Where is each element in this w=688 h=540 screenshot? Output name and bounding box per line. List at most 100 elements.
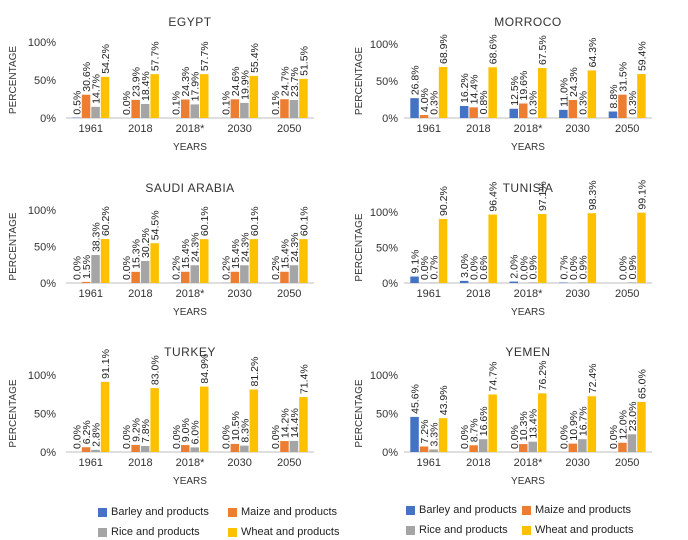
x-tick-label: 2018 bbox=[128, 457, 152, 469]
bar-maize bbox=[280, 441, 289, 452]
bar-wheat bbox=[538, 68, 547, 118]
data-label-maize: 4.0% bbox=[419, 88, 431, 112]
data-label-wheat: 51.5% bbox=[298, 46, 310, 76]
data-label-wheat: 76.2% bbox=[537, 361, 549, 391]
data-label-maize: 12.0% bbox=[617, 410, 629, 440]
y-axis-label: PERCENTAGE bbox=[8, 46, 19, 114]
data-label-maize: 10.3% bbox=[518, 411, 530, 441]
legend-label-rice: Rice and products bbox=[419, 524, 508, 536]
data-label-barley: 0.0% bbox=[220, 425, 232, 449]
legend-label-wheat: Wheat and products bbox=[535, 524, 634, 536]
x-axis-label: YEARS bbox=[511, 476, 545, 487]
x-axis-label: YEARS bbox=[173, 142, 207, 153]
bar-barley bbox=[410, 416, 419, 452]
chart-title: MORROCO bbox=[494, 15, 562, 29]
data-label-wheat: 60.1% bbox=[298, 206, 310, 236]
x-tick-label: 2030 bbox=[227, 288, 251, 300]
y-tick-label: 50% bbox=[34, 75, 56, 87]
bar-rice bbox=[627, 282, 637, 283]
data-label-maize: 10.9% bbox=[568, 411, 580, 441]
x-tick-label: 2018* bbox=[176, 457, 205, 469]
bar-rice bbox=[528, 282, 537, 283]
x-tick-label: 1961 bbox=[417, 288, 441, 300]
data-label-barley: 0.0% bbox=[121, 91, 133, 115]
bar-wheat bbox=[299, 78, 308, 118]
data-label-rice: 8.3% bbox=[239, 419, 251, 443]
data-label-maize: 23.9% bbox=[131, 67, 143, 97]
y-tick-label: 0% bbox=[382, 113, 398, 125]
legend-swatch-rice bbox=[406, 525, 415, 535]
y-tick-label: 100% bbox=[28, 37, 56, 49]
legend-label-barley: Barley and products bbox=[419, 504, 517, 516]
bar-rice bbox=[578, 439, 587, 452]
data-label-barley: 0.0% bbox=[121, 256, 133, 280]
data-label-rice: 0.8% bbox=[478, 90, 490, 114]
data-label-wheat: 96.4% bbox=[488, 182, 500, 212]
bar-rice bbox=[190, 447, 199, 452]
bar-wheat bbox=[299, 397, 308, 452]
data-label-rice: 3.3% bbox=[429, 423, 441, 447]
legend-swatch-maize bbox=[522, 505, 531, 515]
data-label-rice: 16.6% bbox=[478, 406, 490, 436]
data-label-maize: 19.6% bbox=[518, 71, 530, 101]
data-label-barley: 0.0% bbox=[270, 425, 282, 449]
bar-rice bbox=[240, 102, 249, 118]
data-label-wheat: 71.4% bbox=[298, 364, 310, 394]
data-label-barley: 0.0% bbox=[72, 256, 84, 280]
bar-rice bbox=[240, 445, 249, 452]
x-tick-label: 2018 bbox=[466, 123, 490, 135]
data-label-maize: 10.5% bbox=[230, 411, 242, 441]
legend-item-maize: Maize and products bbox=[522, 504, 631, 516]
data-label-maize: 31.5% bbox=[617, 62, 629, 92]
data-label-rice: 6.0% bbox=[190, 420, 202, 444]
x-tick-label: 2018* bbox=[514, 457, 543, 469]
data-label-rice: 24.3% bbox=[190, 232, 202, 262]
data-label-barley: 8.8% bbox=[608, 85, 620, 109]
data-label-maize: 9.2% bbox=[131, 418, 143, 442]
data-label-barley: 2.0% bbox=[509, 255, 521, 279]
bar-wheat bbox=[488, 67, 497, 118]
bar-rice bbox=[627, 434, 637, 452]
data-label-rice: 0.3% bbox=[429, 91, 441, 115]
bar-barley bbox=[410, 276, 419, 283]
bar-maize bbox=[181, 445, 190, 452]
bar-rice bbox=[91, 106, 100, 118]
bar-maize bbox=[618, 442, 627, 452]
legend-item-wheat: Wheat and products bbox=[522, 524, 633, 536]
legend-item-barley: Barley and products bbox=[98, 506, 209, 518]
legend-label-maize: Maize and products bbox=[241, 506, 337, 518]
bar-maize bbox=[419, 115, 429, 118]
y-tick-label: 0% bbox=[382, 447, 398, 459]
x-tick-label: 2050 bbox=[615, 288, 639, 300]
data-label-barley: 0.0% bbox=[171, 425, 183, 449]
bar-barley bbox=[459, 280, 469, 283]
x-tick-label: 2030 bbox=[565, 288, 589, 300]
legend-swatch-rice bbox=[98, 527, 107, 537]
data-label-barley: 0.0% bbox=[509, 425, 521, 449]
data-label-barley: 0.1% bbox=[171, 91, 183, 115]
y-tick-label: 100% bbox=[28, 205, 56, 217]
data-label-maize: 24.3% bbox=[568, 67, 580, 97]
bar-barley bbox=[410, 98, 419, 118]
data-label-wheat: 57.7% bbox=[199, 41, 211, 71]
y-tick-label: 0% bbox=[382, 278, 398, 290]
bar-barley bbox=[509, 108, 518, 118]
x-tick-label: 1961 bbox=[417, 457, 441, 469]
data-label-maize: 14.4% bbox=[469, 75, 481, 105]
data-label-rice: 13.4% bbox=[528, 409, 540, 439]
y-tick-label: 100% bbox=[370, 370, 398, 382]
data-label-maize: 24.7% bbox=[279, 66, 291, 96]
legend-item-rice: Rice and products bbox=[406, 524, 508, 536]
data-label-rice: 7.8% bbox=[140, 419, 152, 443]
data-label-wheat: 90.2% bbox=[438, 186, 450, 216]
x-tick-label: 1961 bbox=[79, 123, 103, 135]
bar-rice bbox=[91, 255, 100, 283]
x-tick-label: 2018 bbox=[128, 288, 152, 300]
data-label-wheat: 64.3% bbox=[587, 38, 599, 68]
data-label-barley: 0.2% bbox=[171, 256, 183, 280]
data-label-wheat: 68.9% bbox=[438, 34, 450, 64]
bar-rice bbox=[578, 282, 587, 283]
x-tick-label: 2030 bbox=[565, 457, 589, 469]
y-axis-label: PERCENTAGE bbox=[8, 379, 19, 447]
y-tick-label: 50% bbox=[376, 409, 398, 421]
